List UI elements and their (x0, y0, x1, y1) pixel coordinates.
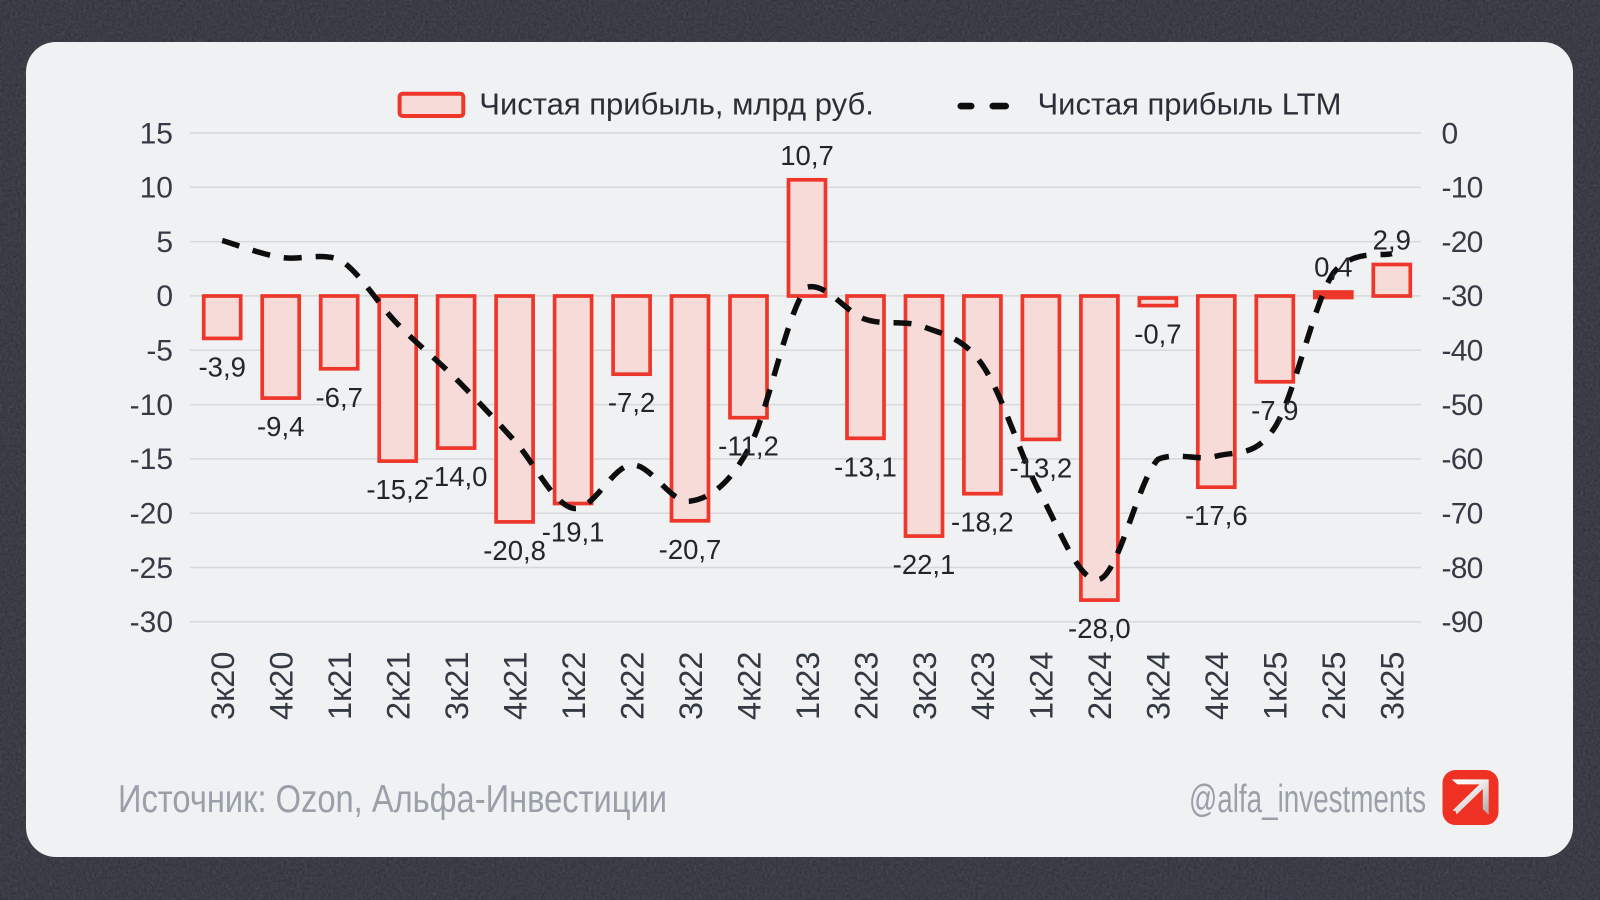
svg-text:4к23: 4к23 (965, 652, 1001, 720)
svg-text:2,9: 2,9 (1373, 225, 1411, 256)
svg-text:-28,0: -28,0 (1068, 613, 1131, 644)
svg-text:2к24: 2к24 (1082, 652, 1118, 720)
svg-text:-0,7: -0,7 (1134, 319, 1181, 350)
svg-text:15: 15 (140, 117, 173, 150)
svg-text:-20: -20 (130, 498, 173, 531)
svg-text:-10: -10 (1442, 172, 1483, 205)
svg-text:4к22: 4к22 (731, 652, 767, 720)
svg-text:-18,2: -18,2 (951, 507, 1014, 538)
svg-text:-13,2: -13,2 (1010, 452, 1073, 483)
svg-text:3к25: 3к25 (1375, 652, 1411, 720)
svg-text:Чистая прибыль, млрд руб.: Чистая прибыль, млрд руб. (479, 86, 874, 121)
svg-text:-30: -30 (1442, 280, 1483, 313)
svg-text:-14,0: -14,0 (425, 461, 488, 492)
svg-text:4к24: 4к24 (1199, 652, 1235, 720)
svg-text:3к23: 3к23 (907, 652, 943, 720)
svg-text:10,7: 10,7 (780, 140, 834, 171)
svg-text:-10: -10 (130, 389, 173, 422)
svg-text:-3,9: -3,9 (199, 351, 246, 382)
svg-text:-70: -70 (1442, 498, 1483, 531)
svg-text:2к25: 2к25 (1316, 652, 1352, 720)
svg-text:-20,7: -20,7 (659, 534, 722, 565)
svg-text:-40: -40 (1442, 335, 1483, 368)
svg-text:1к23: 1к23 (790, 652, 826, 720)
svg-text:4к21: 4к21 (497, 652, 533, 720)
svg-text:Источник: Ozon, Альфа-Инвестиц: Источник: Ozon, Альфа-Инвестиции (118, 778, 667, 821)
svg-text:10: 10 (140, 172, 173, 205)
svg-text:0: 0 (1442, 117, 1458, 150)
svg-text:-5: -5 (146, 335, 173, 368)
svg-text:-60: -60 (1442, 443, 1483, 476)
svg-text:0,4: 0,4 (1314, 252, 1352, 283)
svg-text:1к21: 1к21 (322, 652, 358, 720)
svg-text:-15,2: -15,2 (366, 474, 429, 505)
svg-text:Чистая прибыль LTM: Чистая прибыль LTM (1038, 86, 1342, 121)
svg-text:1к25: 1к25 (1258, 652, 1294, 720)
svg-text:-19,1: -19,1 (542, 517, 605, 548)
svg-text:3к22: 3к22 (673, 652, 709, 720)
svg-text:4к20: 4к20 (264, 652, 300, 720)
svg-text:1к24: 1к24 (1024, 652, 1060, 720)
svg-text:2к21: 2к21 (381, 652, 417, 720)
svg-text:-50: -50 (1442, 389, 1483, 422)
svg-text:@alfa_investments: @alfa_investments (1189, 778, 1426, 821)
svg-text:3к20: 3к20 (205, 652, 241, 720)
svg-text:-9,4: -9,4 (257, 411, 304, 442)
svg-text:-7,9: -7,9 (1251, 395, 1298, 426)
svg-text:-15: -15 (130, 443, 173, 476)
svg-text:1к22: 1к22 (556, 652, 592, 720)
svg-text:-22,1: -22,1 (893, 549, 956, 580)
svg-text:-80: -80 (1442, 552, 1483, 585)
svg-text:-13,1: -13,1 (834, 451, 897, 482)
svg-text:2к22: 2к22 (614, 652, 650, 720)
svg-text:-20: -20 (1442, 226, 1483, 259)
svg-text:-11,2: -11,2 (718, 431, 779, 462)
svg-text:-25: -25 (130, 552, 173, 585)
svg-text:5: 5 (156, 226, 173, 259)
svg-text:0: 0 (156, 280, 173, 313)
svg-text:-17,6: -17,6 (1185, 500, 1248, 531)
svg-text:-90: -90 (1442, 606, 1483, 639)
svg-text:2к23: 2к23 (848, 652, 884, 720)
svg-text:-30: -30 (130, 606, 173, 639)
svg-text:3к21: 3к21 (439, 652, 475, 720)
svg-text:3к24: 3к24 (1141, 652, 1177, 720)
svg-text:-7,2: -7,2 (608, 387, 655, 418)
svg-text:-6,7: -6,7 (316, 382, 363, 413)
svg-text:-20,8: -20,8 (483, 535, 546, 566)
